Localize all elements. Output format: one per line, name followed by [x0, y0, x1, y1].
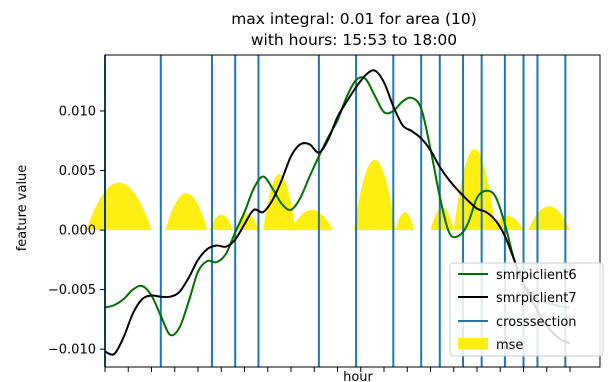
x-axis [104, 367, 571, 372]
mse-bump-1 [165, 193, 208, 231]
mse-bump-6 [353, 159, 396, 231]
y-axis-label: feature value [15, 165, 30, 252]
legend-box [449, 262, 604, 357]
mse-bump-11 [528, 206, 570, 231]
mse-bump-5 [291, 209, 333, 231]
plot-frame [104, 54, 601, 368]
mse-bump-7 [395, 212, 415, 231]
mse-bump-8 [430, 207, 454, 231]
y-tick-label: 0.010 [59, 104, 96, 119]
mse-bump-2 [209, 214, 233, 231]
x-axis-label: hour [343, 370, 373, 382]
series-line-smrpiclient6 [104, 76, 571, 337]
y-tick-label: −0.005 [48, 283, 96, 298]
legend: smrpiclient6 smrpiclient7 crosssection m… [449, 262, 604, 357]
y-axis: −0.010 −0.005 0.000 0.005 0.010 [48, 104, 105, 358]
chart-title: max integral: 0.01 for area (10) [231, 10, 477, 28]
mse-bump-0 [86, 182, 152, 231]
mse-bump-9 [453, 149, 496, 231]
mse-bump-10 [491, 215, 524, 231]
y-tick-label: 0.000 [59, 224, 96, 239]
legend-label-mse: mse [496, 338, 523, 353]
legend-label-smrpiclient7: smrpiclient7 [496, 291, 577, 306]
legend-swatch-mse [458, 338, 488, 349]
mse-area-layer [86, 149, 570, 231]
y-tick-label: 0.005 [59, 164, 96, 179]
series-layer [104, 69, 571, 356]
legend-label-smrpiclient6: smrpiclient6 [496, 268, 577, 283]
legend-label-crosssection: crosssection [496, 315, 577, 330]
y-tick-label: −0.010 [48, 343, 96, 358]
chart-subtitle: with hours: 15:53 to 18:00 [251, 31, 457, 49]
series-line-smrpiclient7 [104, 69, 571, 356]
